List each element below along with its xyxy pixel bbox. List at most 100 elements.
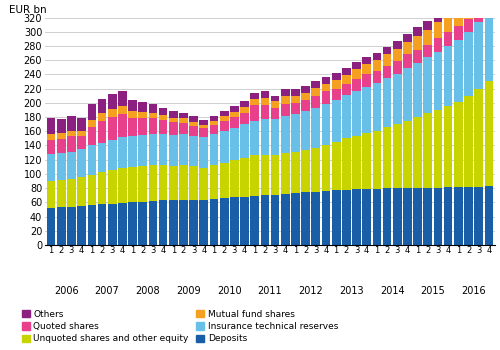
Bar	[352, 62, 361, 69]
Bar	[240, 113, 249, 124]
Bar	[128, 136, 137, 167]
Bar	[159, 120, 168, 134]
Bar	[281, 194, 289, 245]
Bar	[47, 134, 56, 140]
Bar	[393, 41, 402, 49]
Text: 2013: 2013	[339, 286, 364, 296]
Bar	[179, 199, 188, 245]
Bar	[271, 195, 280, 245]
Bar	[159, 115, 168, 120]
Bar	[220, 162, 228, 198]
Bar	[474, 0, 483, 8]
Bar	[434, 22, 442, 38]
Bar	[47, 118, 56, 134]
Bar	[210, 125, 218, 134]
Bar	[250, 105, 259, 121]
Bar	[260, 98, 269, 105]
Bar	[88, 120, 96, 127]
Text: 2012: 2012	[298, 286, 323, 296]
Bar	[271, 119, 280, 155]
Bar	[434, 188, 442, 245]
Bar	[210, 116, 218, 121]
Bar	[169, 200, 177, 245]
Bar	[403, 34, 412, 42]
Text: 2009: 2009	[176, 286, 201, 296]
Bar	[220, 198, 228, 245]
Bar	[332, 190, 340, 245]
Bar	[414, 27, 422, 36]
Bar	[474, 22, 483, 89]
Bar	[352, 69, 361, 79]
Bar	[47, 140, 56, 154]
Bar	[78, 177, 86, 206]
Bar	[383, 188, 392, 245]
Bar	[342, 138, 350, 190]
Bar	[128, 167, 137, 202]
Bar	[383, 78, 392, 127]
Bar	[200, 199, 208, 245]
Bar	[484, 81, 493, 186]
Bar	[220, 116, 228, 121]
Bar	[403, 188, 412, 245]
Bar	[118, 137, 126, 168]
Bar	[322, 191, 330, 245]
Text: 2016: 2016	[462, 286, 486, 296]
Bar	[393, 61, 402, 74]
Bar	[179, 118, 188, 123]
Bar	[352, 91, 361, 135]
Text: 2011: 2011	[258, 286, 282, 296]
Bar	[332, 89, 340, 100]
Bar	[291, 103, 300, 114]
Text: 2006: 2006	[54, 286, 78, 296]
Bar	[302, 150, 310, 192]
Bar	[230, 106, 238, 112]
Bar	[454, 187, 462, 245]
Bar	[57, 207, 66, 245]
Bar	[260, 105, 269, 119]
Bar	[260, 155, 269, 195]
Bar	[414, 117, 422, 188]
Bar	[200, 120, 208, 125]
Bar	[78, 131, 86, 136]
Bar	[454, 102, 462, 187]
Bar	[362, 189, 371, 245]
Bar	[57, 139, 66, 153]
Bar	[312, 108, 320, 148]
Bar	[383, 66, 392, 78]
Bar	[179, 113, 188, 118]
Bar	[383, 55, 392, 66]
Bar	[362, 87, 371, 133]
Bar	[179, 134, 188, 166]
Bar	[291, 114, 300, 152]
Bar	[118, 106, 126, 114]
Bar	[434, 13, 442, 22]
Bar	[424, 30, 432, 44]
Bar	[372, 60, 381, 71]
Bar	[78, 136, 86, 149]
Bar	[240, 102, 249, 107]
Bar	[67, 116, 76, 131]
Bar	[291, 89, 300, 96]
Bar	[414, 50, 422, 63]
Bar	[200, 168, 208, 200]
Bar	[362, 64, 371, 75]
Bar	[67, 152, 76, 179]
Bar	[474, 187, 483, 245]
Bar	[383, 127, 392, 188]
Bar	[271, 102, 280, 108]
Bar	[98, 143, 106, 173]
Bar	[403, 55, 412, 68]
Bar	[138, 112, 147, 118]
Bar	[424, 57, 432, 113]
Text: EUR bn: EUR bn	[9, 5, 46, 15]
Bar	[302, 111, 310, 150]
Bar	[403, 42, 412, 55]
Bar	[240, 197, 249, 245]
Bar	[281, 96, 289, 104]
Text: 2014: 2014	[380, 286, 404, 296]
Bar	[302, 193, 310, 245]
Bar	[98, 99, 106, 113]
Bar	[230, 112, 238, 117]
Bar	[464, 33, 473, 96]
Bar	[372, 53, 381, 60]
